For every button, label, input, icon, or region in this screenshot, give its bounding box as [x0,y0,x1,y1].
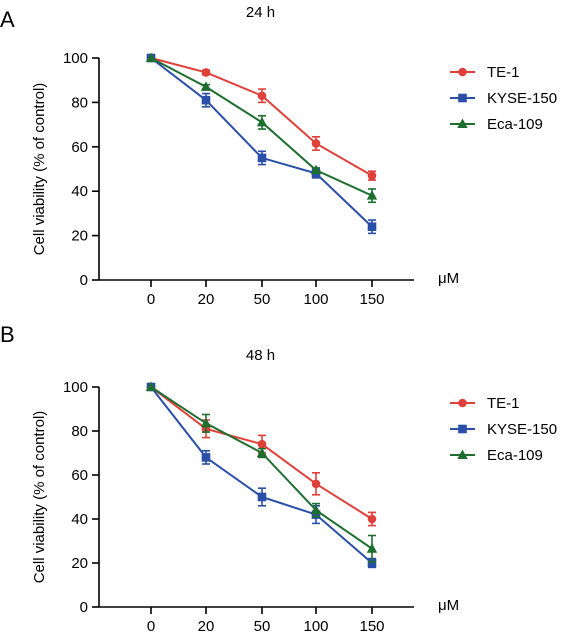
x-tick-label: 50 [254,291,271,308]
legend-label: KYSE-150 [487,421,557,438]
chart-panel-b: B 48 h 0 20 40 60 80 100 0 20 50 100 150 μM Cell viabi… [0,322,557,635]
x-tick-label: 150 [359,618,384,635]
data-point-eca-109 [145,381,157,391]
y-tick-label: 100 [63,50,88,67]
legend-marker [457,449,468,459]
y-tick-label: 0 [80,272,88,289]
data-point-eca-109 [256,447,268,457]
legend-marker [458,398,467,408]
legend-label: KYSE-150 [487,90,557,107]
data-point-te-1 [311,139,321,148]
data-point-te-1 [367,171,377,180]
legend-marker [458,67,467,77]
panel-letter: B [0,322,15,347]
y-tick-label: 100 [63,379,88,396]
x-tick-label: 20 [198,291,215,308]
chart-title: 48 h [246,347,275,364]
data-point-kyse-150 [201,95,211,105]
data-point-eca-109 [256,116,268,127]
y-tick-label: 80 [71,94,88,111]
data-point-te-1 [201,68,211,77]
data-point-te-1 [367,514,377,524]
y-axis-label: Cell viability (% of control) [31,411,48,584]
legend-label: TE-1 [487,395,520,412]
data-point-eca-109 [200,417,212,428]
series-line-kyse-150 [150,57,373,228]
data-point-eca-109 [200,81,212,91]
data-point-te-1 [257,439,267,449]
legend-label: Eca-109 [487,116,543,133]
y-tick-label: 20 [71,228,88,245]
y-tick-label: 60 [71,467,88,484]
data-point-kyse-150 [257,492,267,502]
y-tick-label: 60 [71,139,88,156]
chart-title: 24 h [246,4,275,21]
chart-panel-a: A 24 h 0 20 40 60 80 100 0 20 50 100 150 μM Cell viabi… [0,4,557,308]
x-tick-label: 150 [359,291,384,308]
y-tick-label: 80 [71,423,88,440]
data-point-eca-109 [310,164,322,175]
data-point-kyse-150 [257,153,267,163]
legend-label: TE-1 [487,64,520,81]
y-tick-label: 0 [80,599,88,616]
x-unit-label: μM [438,270,459,287]
data-point-te-1 [257,91,267,101]
data-point-eca-109 [145,52,157,62]
data-point-kyse-150 [367,222,377,232]
x-tick-label: 100 [303,618,328,635]
x-tick-label: 100 [303,291,328,308]
data-point-kyse-150 [367,558,377,568]
panel-letter: A [0,7,15,32]
x-tick-label: 0 [147,618,155,635]
legend-marker [458,424,467,434]
y-tick-label: 20 [71,555,88,572]
data-point-eca-109 [366,190,378,200]
x-tick-label: 20 [198,618,215,635]
y-tick-label: 40 [71,511,88,528]
legend-marker [458,93,467,103]
legend-marker [457,118,468,128]
y-tick-label: 40 [71,183,88,200]
data-point-eca-109 [366,543,378,553]
x-tick-label: 50 [254,618,271,635]
y-axis-label: Cell viability (% of control) [31,83,48,256]
data-point-te-1 [311,479,321,489]
x-unit-label: μM [438,597,459,614]
x-tick-label: 0 [147,291,155,308]
legend-label: Eca-109 [487,447,543,464]
data-point-eca-109 [310,504,322,515]
data-point-kyse-150 [201,453,211,462]
